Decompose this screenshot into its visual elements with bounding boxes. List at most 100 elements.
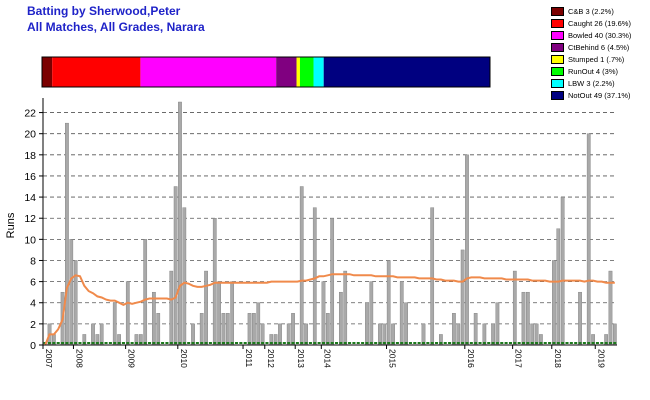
innings-marker [256, 342, 260, 344]
innings-marker [48, 342, 52, 344]
runs-bar [230, 281, 235, 346]
legend-label: Stumped 1 (.7%) [568, 54, 625, 64]
runs-bar [325, 313, 330, 346]
runs-bar [391, 323, 395, 346]
dismissal-segment [42, 57, 53, 87]
innings-marker [461, 342, 465, 344]
innings-marker [478, 342, 482, 344]
innings-marker [65, 342, 69, 344]
innings-marker [52, 342, 56, 344]
legend-label: NotOut 49 (37.1%) [568, 90, 631, 100]
legend-item: Stumped 1 (.7%) [551, 53, 647, 65]
innings-marker [569, 342, 573, 344]
innings-marker [391, 342, 395, 344]
innings-marker [430, 342, 434, 344]
innings-marker [252, 342, 256, 344]
runs-bar [225, 313, 230, 346]
innings-marker [69, 342, 73, 344]
innings-marker [548, 342, 552, 344]
runs-bar [178, 101, 182, 346]
legend-swatch [551, 54, 564, 64]
innings-marker [148, 342, 152, 344]
x-tick-label: 2009 [127, 349, 137, 368]
innings-marker [278, 342, 282, 344]
legend-label: Caught 26 (19.6%) [568, 18, 631, 28]
innings-marker [61, 342, 65, 344]
x-tick-label: 2014 [322, 349, 332, 368]
runs-bar [552, 260, 556, 346]
runs-bar [421, 323, 426, 346]
innings-marker [426, 342, 430, 344]
legend-swatch [551, 42, 564, 52]
runs-bar [378, 323, 382, 346]
runs-bar [365, 302, 369, 346]
runs-bar [69, 239, 74, 346]
y-tick-label: 10 [24, 234, 36, 246]
dismissal-segment [296, 57, 300, 87]
y-tick-label: 2 [30, 319, 36, 331]
innings-marker [308, 342, 312, 344]
y-tick-label: 4 [30, 298, 36, 310]
innings-marker [539, 342, 543, 344]
innings-marker [121, 342, 125, 344]
innings-marker [117, 342, 121, 344]
chart-title: Batting by Sherwood,Peter All Matches, A… [27, 3, 205, 35]
legend-swatch [551, 66, 564, 76]
legend-item: C&B 3 (2.2%) [551, 5, 647, 17]
innings-marker [413, 342, 417, 344]
runs-bar [286, 323, 291, 346]
innings-marker [374, 342, 378, 344]
innings-marker [517, 342, 521, 344]
y-tick-label: 20 [24, 129, 36, 141]
innings-marker [595, 342, 599, 344]
innings-marker [326, 342, 330, 344]
innings-marker [100, 342, 104, 344]
runs-bar [473, 313, 478, 346]
innings-marker [543, 342, 547, 344]
legend-swatch [551, 6, 564, 16]
innings-marker [152, 342, 156, 344]
innings-marker [304, 342, 308, 344]
dismissal-segment [140, 57, 277, 87]
y-tick-label: 8 [30, 255, 36, 267]
innings-marker [487, 342, 491, 344]
legend-label: LBW 3 (2.2%) [568, 78, 615, 88]
runs-bar [173, 186, 178, 346]
innings-marker [139, 342, 143, 344]
runs-bar [182, 207, 187, 346]
innings-marker [491, 342, 495, 344]
innings-marker [291, 342, 295, 344]
innings-marker [321, 342, 325, 344]
innings-marker [452, 342, 456, 344]
innings-marker [448, 342, 452, 344]
legend-label: C&B 3 (2.2%) [568, 6, 614, 16]
dismissal-segment [276, 57, 297, 87]
runs-bar [91, 323, 95, 346]
legend-item: CtBehind 6 (4.5%) [551, 41, 647, 53]
x-tick-label: 2008 [74, 349, 84, 368]
innings-marker [400, 342, 404, 344]
innings-marker [130, 342, 134, 344]
innings-marker [474, 342, 478, 344]
runs-bar [386, 260, 391, 346]
innings-marker [213, 342, 217, 344]
runs-bar [452, 313, 456, 346]
innings-marker [287, 342, 291, 344]
innings-marker [217, 342, 221, 344]
runs-bar [252, 313, 256, 346]
runs-bar [321, 281, 326, 346]
x-tick-label: 2013 [296, 349, 306, 368]
runs-bar [578, 291, 582, 346]
innings-marker [421, 342, 426, 344]
x-tick-label: 2017 [514, 349, 524, 368]
runs-bar [260, 323, 265, 346]
legend-swatch [551, 18, 564, 28]
innings-marker [608, 342, 612, 344]
runs-bar [495, 302, 500, 346]
innings-marker [526, 342, 530, 344]
innings-marker [600, 342, 604, 344]
innings-marker [204, 342, 208, 344]
innings-marker [482, 342, 486, 344]
innings-marker [382, 342, 386, 344]
